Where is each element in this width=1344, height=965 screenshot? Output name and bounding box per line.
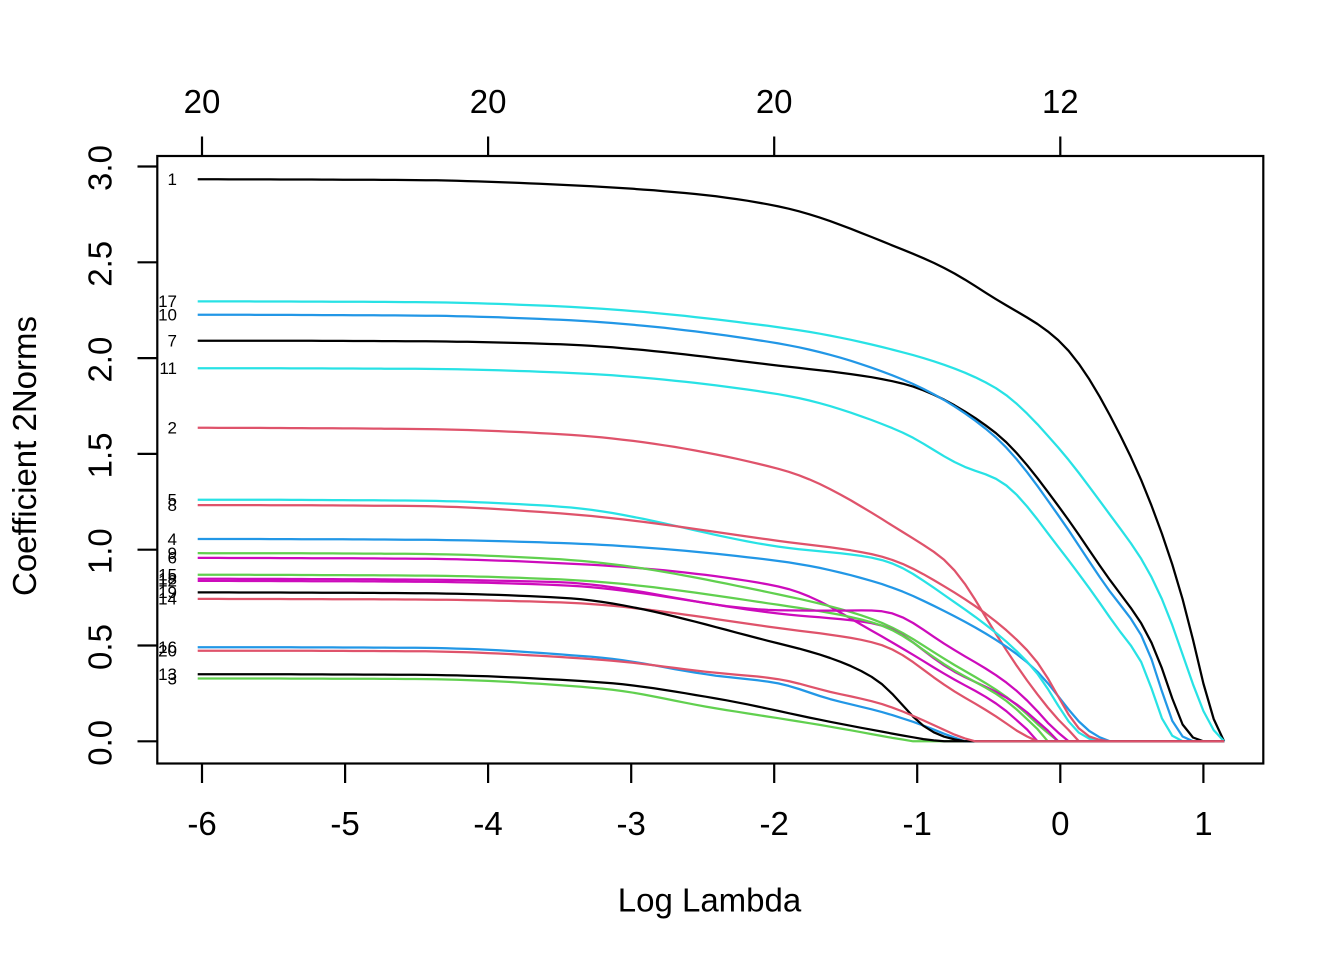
svg-text:17: 17 xyxy=(158,292,177,311)
svg-text:1.0: 1.0 xyxy=(81,528,118,574)
svg-text:4: 4 xyxy=(168,530,177,549)
svg-text:6: 6 xyxy=(168,549,177,568)
svg-text:-4: -4 xyxy=(473,805,502,842)
svg-text:12: 12 xyxy=(158,572,177,591)
svg-text:11: 11 xyxy=(159,359,177,378)
svg-text:19: 19 xyxy=(158,583,177,602)
svg-text:5: 5 xyxy=(168,491,177,510)
svg-text:2.0: 2.0 xyxy=(81,337,118,383)
svg-text:-2: -2 xyxy=(760,805,789,842)
svg-text:13: 13 xyxy=(158,665,177,684)
svg-text:20: 20 xyxy=(470,83,507,120)
svg-text:Coefficient 2Norms: Coefficient 2Norms xyxy=(6,316,43,596)
svg-text:12: 12 xyxy=(1042,83,1079,120)
svg-text:3: 3 xyxy=(168,669,177,688)
svg-text:20: 20 xyxy=(184,83,221,120)
svg-text:18: 18 xyxy=(158,570,177,589)
svg-text:0: 0 xyxy=(1051,805,1069,842)
svg-text:2: 2 xyxy=(168,419,177,438)
svg-text:16: 16 xyxy=(158,638,177,657)
svg-text:15: 15 xyxy=(158,566,177,585)
svg-text:14: 14 xyxy=(158,590,177,609)
svg-text:0.5: 0.5 xyxy=(81,624,118,670)
svg-text:-3: -3 xyxy=(617,805,646,842)
svg-text:-5: -5 xyxy=(330,805,359,842)
svg-text:20: 20 xyxy=(756,83,793,120)
svg-text:20: 20 xyxy=(158,642,177,661)
svg-text:3.0: 3.0 xyxy=(81,145,118,191)
svg-text:-6: -6 xyxy=(187,805,216,842)
svg-text:1.5: 1.5 xyxy=(81,432,118,478)
svg-text:10: 10 xyxy=(158,306,177,325)
svg-text:-1: -1 xyxy=(903,805,932,842)
svg-text:0.0: 0.0 xyxy=(81,720,118,766)
svg-text:7: 7 xyxy=(168,332,177,351)
svg-text:Log Lambda: Log Lambda xyxy=(618,882,802,919)
svg-text:1: 1 xyxy=(1194,805,1212,842)
svg-text:1: 1 xyxy=(168,170,177,189)
svg-text:2.5: 2.5 xyxy=(81,241,118,287)
svg-text:9: 9 xyxy=(168,544,177,563)
svg-text:8: 8 xyxy=(168,496,177,515)
